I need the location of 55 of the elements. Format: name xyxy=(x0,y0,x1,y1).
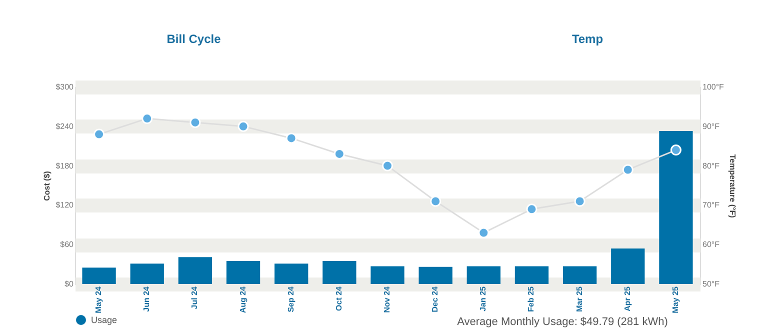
bar xyxy=(82,268,116,284)
bar xyxy=(370,266,404,284)
y-tick-label: $120 xyxy=(56,200,74,210)
y2-tick-label: 60°F xyxy=(702,240,720,250)
legend-label: Usage xyxy=(91,315,118,325)
x-tick-label: Mar 25 xyxy=(574,286,584,312)
x-tick-label: Sep 24 xyxy=(286,286,296,312)
bar xyxy=(562,266,597,284)
y2-tick-label: 70°F xyxy=(702,200,720,210)
bar xyxy=(274,264,308,284)
y-tick-label: $180 xyxy=(56,161,74,170)
point xyxy=(382,160,393,172)
bar xyxy=(466,266,500,284)
bar xyxy=(659,130,693,284)
point xyxy=(286,132,297,144)
x-tick-label: May 24 xyxy=(94,286,104,314)
x-tick-label: Aug 24 xyxy=(238,286,248,314)
x-tick-label: Dec 24 xyxy=(430,286,440,312)
point xyxy=(526,204,538,215)
text: Temp xyxy=(572,32,604,46)
y-tick-label: $0 xyxy=(64,280,74,288)
point xyxy=(574,196,586,207)
bar xyxy=(418,266,452,284)
x-tick-label: May 25 xyxy=(670,286,680,314)
x-tick-label: Jun 24 xyxy=(142,286,152,312)
x-tick-label: Jan 25 xyxy=(478,286,488,312)
y-tick-label: $60 xyxy=(60,240,74,250)
y2-tick-label: 90°F xyxy=(702,122,720,131)
y-tick-label: $240 xyxy=(56,122,74,131)
point xyxy=(670,144,682,156)
text: Average Monthly Usage: $49.79 (281 kWh) xyxy=(457,316,668,328)
point xyxy=(478,227,490,238)
bar xyxy=(322,261,356,284)
x-tick-label: Nov 24 xyxy=(382,286,392,313)
y2-tick-label: 80°F xyxy=(702,161,720,170)
point xyxy=(622,164,634,176)
bar xyxy=(178,257,212,284)
point xyxy=(238,120,249,132)
x-tick-label: Feb 25 xyxy=(526,286,536,312)
point xyxy=(94,128,105,140)
bar xyxy=(611,248,645,284)
bar xyxy=(514,266,549,284)
y-axis-title: Cost ($) xyxy=(42,170,52,201)
bar xyxy=(130,264,164,284)
x-tick-label: Oct 24 xyxy=(334,286,344,311)
y2-tick-label: 50°F xyxy=(702,280,720,288)
point xyxy=(430,196,442,207)
text: Bill Cycle xyxy=(166,32,222,46)
bar xyxy=(226,261,260,284)
y2-axis-title: Temperature (°F) xyxy=(728,154,737,218)
point xyxy=(142,113,153,124)
y2-tick-label: 100°F xyxy=(702,82,724,92)
y-tick-label: $300 xyxy=(56,82,74,92)
x-tick-label: Jul 24 xyxy=(190,286,200,310)
x-tick-label: Apr 25 xyxy=(622,286,632,312)
